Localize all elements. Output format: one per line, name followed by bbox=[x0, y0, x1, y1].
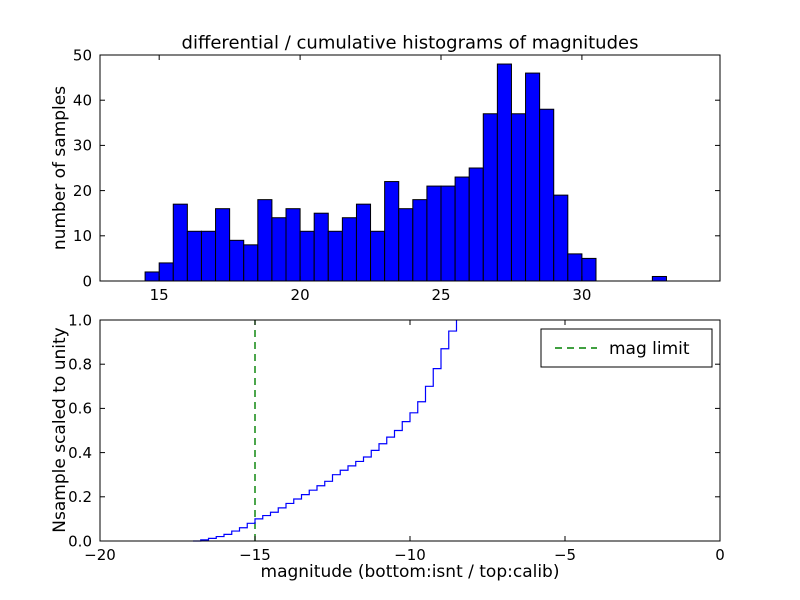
y-tick-label: 0 bbox=[82, 272, 92, 290]
x-tick-label: 25 bbox=[431, 286, 450, 304]
y-tick-label: 0.6 bbox=[68, 400, 92, 418]
histogram-bar bbox=[144, 271, 160, 282]
histogram-bar bbox=[482, 113, 498, 282]
histogram-bar bbox=[581, 257, 597, 282]
histogram-bar bbox=[271, 217, 287, 282]
histogram-bar bbox=[426, 185, 442, 282]
bottom-ylabel: Nsample scaled to unity bbox=[50, 327, 70, 533]
histogram-bar bbox=[327, 230, 343, 282]
bottom-cumulative-plot bbox=[193, 320, 458, 542]
x-tick-label: 0 bbox=[715, 546, 725, 564]
y-tick-label: 10 bbox=[73, 227, 92, 245]
histogram-bar bbox=[525, 72, 541, 282]
x-tick-label: 30 bbox=[572, 286, 591, 304]
y-tick-label: 40 bbox=[73, 91, 92, 109]
histogram-bar bbox=[341, 217, 357, 282]
y-tick-label: 50 bbox=[73, 46, 92, 64]
histogram-bar bbox=[299, 230, 315, 282]
histogram-bar bbox=[172, 203, 188, 282]
y-tick-label: 1.0 bbox=[68, 311, 92, 329]
histogram-bar bbox=[510, 113, 527, 282]
histogram-bar bbox=[200, 230, 217, 282]
y-tick-label: 0.4 bbox=[68, 444, 92, 462]
histogram-bar bbox=[468, 167, 484, 282]
histogram-bar bbox=[355, 203, 372, 282]
histogram-bar bbox=[370, 230, 386, 282]
histogram-bar bbox=[398, 208, 414, 282]
histogram-bar bbox=[229, 239, 245, 282]
top-ylabel: number of samples bbox=[50, 85, 70, 251]
x-tick-label: −5 bbox=[554, 546, 576, 564]
histogram-bar bbox=[454, 176, 470, 282]
x-tick-label: −10 bbox=[394, 546, 426, 564]
histogram-bar bbox=[539, 108, 555, 282]
bottom-axes: −20 −15 −10 −5 0 0.0 0.2 0.4 0.6 0.8 1.0 bbox=[68, 311, 725, 564]
y-tick-label: 0.2 bbox=[68, 488, 92, 506]
cumulative-step-line bbox=[193, 320, 458, 542]
axes-frame bbox=[99, 319, 721, 542]
legend: mag limit bbox=[540, 328, 713, 368]
figure-title: differential / cumulative histograms of … bbox=[181, 32, 639, 54]
histogram-bar bbox=[243, 244, 259, 282]
histogram-bar bbox=[215, 208, 231, 282]
histogram-bar bbox=[186, 230, 202, 282]
x-tick-label: 20 bbox=[291, 286, 310, 304]
histogram-bar bbox=[651, 275, 667, 282]
y-tick-label: 30 bbox=[73, 137, 92, 155]
y-tick-label: 0.8 bbox=[68, 355, 92, 373]
histogram-bar bbox=[285, 208, 301, 282]
histogram-bar bbox=[496, 63, 512, 282]
x-tick-label: −15 bbox=[239, 546, 271, 564]
histogram-bar bbox=[313, 212, 329, 282]
axes-frame bbox=[99, 54, 721, 282]
histogram-bar bbox=[412, 199, 428, 282]
top-histogram bbox=[144, 63, 667, 282]
y-tick-label: 0.0 bbox=[68, 532, 92, 550]
histogram-bar bbox=[158, 262, 174, 282]
top-axes: 15 20 25 30 0 10 20 30 40 50 bbox=[73, 46, 721, 304]
histogram-bar bbox=[553, 194, 569, 282]
x-tick-label: −20 bbox=[84, 546, 116, 564]
histogram-bar bbox=[384, 181, 400, 282]
histogram-bar bbox=[567, 253, 583, 282]
legend-label: mag limit bbox=[609, 339, 690, 359]
y-tick-label: 20 bbox=[73, 182, 92, 200]
bottom-xlabel: magnitude (bottom:isnt / top:calib) bbox=[260, 562, 560, 582]
x-tick-label: 15 bbox=[150, 286, 169, 304]
histogram-bar bbox=[257, 199, 273, 282]
histogram-bar bbox=[440, 185, 456, 282]
